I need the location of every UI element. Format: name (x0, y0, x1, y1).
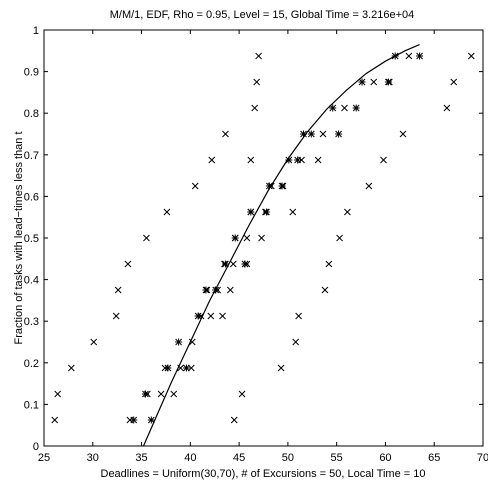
x-marker (208, 156, 216, 164)
x-tick-label: 25 (38, 452, 50, 464)
x-marker (336, 234, 343, 242)
x-marker (112, 312, 120, 320)
star-marker (416, 52, 424, 60)
x-marker (292, 338, 300, 346)
y-tick-label: 0.3 (24, 316, 39, 328)
x-marker (187, 364, 195, 372)
y-tick-label: 0.9 (24, 67, 39, 79)
x-marker (253, 78, 261, 86)
star-marker (262, 208, 270, 216)
x-tick-label: 50 (282, 452, 294, 464)
x-marker (399, 130, 407, 138)
x-marker (405, 52, 413, 60)
y-tick-label: 0.4 (24, 275, 39, 287)
star-marker (182, 364, 190, 372)
x-marker (295, 312, 302, 320)
star-marker (175, 338, 183, 346)
x-marker (289, 208, 297, 216)
star-marker (164, 364, 172, 372)
x-marker (450, 78, 458, 86)
star-marker (202, 286, 210, 294)
y-tick-label: 0 (33, 441, 39, 453)
y-tick-label: 1 (33, 25, 39, 37)
plot-marks (51, 44, 475, 447)
x-marker (344, 208, 351, 216)
star-marker (307, 130, 315, 138)
x-tick-label: 30 (87, 452, 99, 464)
x-marker (380, 156, 387, 164)
x-marker (251, 104, 259, 112)
x-tick-label: 45 (233, 452, 245, 464)
plot-frame (43, 29, 484, 447)
x-tick-label: 70 (477, 452, 488, 464)
chart-title: M/M/1, EDF, Rho = 0.95, Level = 15, Glob… (110, 9, 415, 21)
x-marker (238, 390, 246, 398)
x-marker (90, 338, 98, 346)
x-marker (191, 182, 199, 190)
x-marker (370, 78, 378, 86)
x-marker (219, 312, 226, 320)
x-marker (319, 130, 327, 138)
star-marker (384, 78, 392, 86)
x-marker (467, 52, 475, 60)
x-tick-label: 35 (135, 452, 147, 464)
x-marker (188, 338, 196, 346)
x-marker (247, 156, 255, 164)
star-marker (278, 182, 286, 190)
star-marker (241, 260, 249, 268)
x-marker (124, 260, 132, 268)
x-marker (314, 156, 322, 164)
x-marker (222, 130, 229, 138)
x-marker (243, 234, 251, 242)
star-marker (147, 416, 155, 424)
x-marker (321, 286, 329, 294)
x-marker (207, 312, 215, 320)
x-marker (51, 416, 59, 424)
y-tick-label: 0.7 (24, 150, 39, 162)
x-tick-label: 65 (428, 452, 440, 464)
x-marker (443, 104, 451, 112)
x-marker (325, 260, 333, 268)
x-marker (54, 390, 62, 398)
x-marker (67, 364, 75, 372)
y-tick-label: 0.8 (24, 108, 39, 120)
x-marker (277, 364, 285, 372)
x-marker (255, 52, 262, 60)
x-marker (341, 104, 348, 112)
x-marker (143, 234, 150, 242)
star-marker (247, 208, 255, 216)
x-marker (114, 286, 122, 294)
x-marker (170, 390, 178, 398)
x-marker (230, 416, 238, 424)
x-marker (226, 286, 234, 294)
x-marker (258, 234, 265, 242)
star-marker (358, 78, 366, 86)
y-tick-label: 0.6 (24, 191, 39, 203)
y-tick-label: 0.5 (24, 233, 39, 245)
star-marker (335, 130, 343, 138)
y-axis-label: Fraction of tasks with lead−times less t… (13, 131, 25, 344)
y-tick-label: 0.2 (24, 358, 39, 370)
x-marker (163, 208, 171, 216)
star-marker (141, 390, 149, 398)
star-marker (352, 104, 360, 112)
x-tick-label: 60 (379, 452, 391, 464)
x-marker (365, 182, 373, 190)
star-marker (194, 312, 202, 320)
x-marker (229, 260, 237, 268)
star-marker (231, 234, 239, 242)
x-axis-label: Deadlines = Uniform(30,70), # of Excursi… (101, 468, 426, 480)
star-marker (294, 156, 302, 164)
x-marker (157, 390, 165, 398)
y-tick-label: 0.1 (24, 399, 39, 411)
x-tick-label: 40 (184, 452, 196, 464)
axis-ticks: 25 30 35 40 45 50 55 60 65 70 0 0.1 0.2 0.3 0.4 0.5 0.6 0… (24, 25, 488, 464)
x-tick-label: 55 (331, 452, 343, 464)
fit-curve (142, 44, 420, 447)
star-marker (130, 416, 138, 424)
